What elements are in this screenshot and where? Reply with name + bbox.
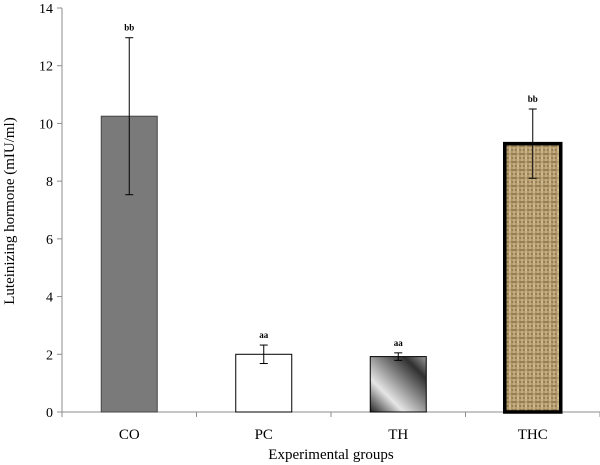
x-axis-title: Experimental groups — [268, 447, 394, 463]
x-category-label-thc: THC — [518, 427, 548, 443]
bars — [100, 115, 563, 414]
error-bar-th — [394, 352, 403, 361]
y-tick-label: 8 — [46, 175, 53, 190]
error-bar-pc — [259, 344, 268, 365]
error-bar-thc — [528, 108, 537, 179]
error-bars — [125, 37, 537, 365]
x-category-label-th: TH — [388, 427, 408, 443]
error-bar-co — [125, 37, 134, 196]
y-tick-label: 0 — [46, 406, 53, 421]
x-category-labels: CO PC TH THC — [119, 427, 548, 443]
bar-thc — [503, 141, 563, 414]
y-tick-label: 6 — [46, 233, 53, 248]
x-category-label-pc: PC — [255, 427, 273, 443]
y-tick-label: 4 — [46, 291, 53, 306]
significance-label-pc: aa — [259, 330, 269, 340]
bar-th — [369, 356, 427, 413]
y-tick-label: 2 — [46, 348, 53, 363]
x-category-label-co: CO — [119, 427, 140, 443]
significance-label-th: aa — [394, 338, 404, 348]
significance-label-thc: bb — [528, 94, 538, 104]
y-tick-label: 12 — [39, 60, 53, 75]
y-tick-label: 14 — [39, 2, 53, 17]
y-ticks: 0 2 4 6 8 10 12 14 — [39, 2, 53, 421]
y-tick-label: 10 — [39, 117, 53, 132]
significance-labels: bb aa aa bb — [124, 23, 538, 348]
significance-label-co: bb — [124, 23, 134, 33]
y-axis-title: Luteinizing hormone (mIU/ml) — [2, 117, 18, 304]
